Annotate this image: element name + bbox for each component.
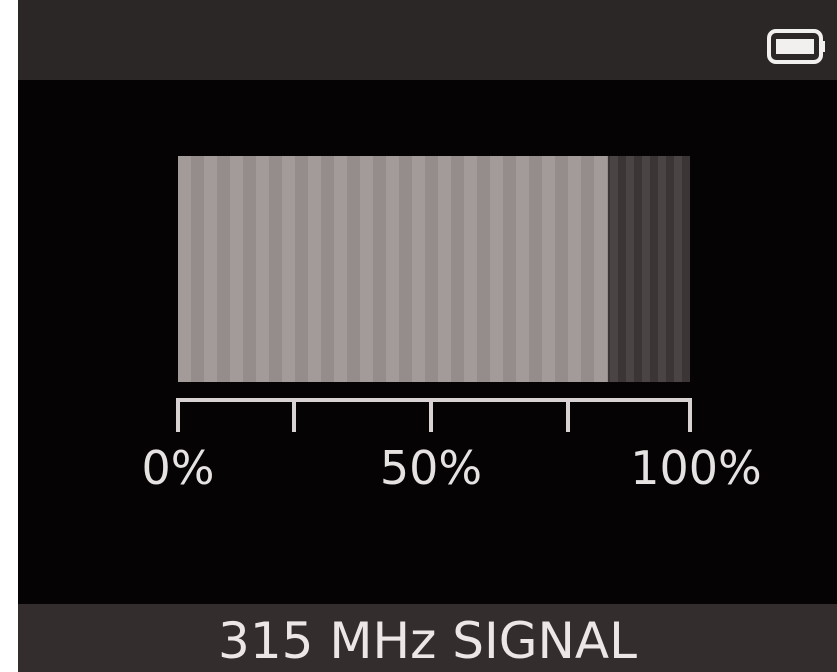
scale-label-mid: 50% <box>379 441 483 495</box>
scale-label-min: 0% <box>141 441 215 495</box>
battery-icon <box>767 29 825 64</box>
status-bar <box>18 0 837 80</box>
device-screen: 0% 50% 100% 315 MHz SIGNAL <box>18 0 837 672</box>
signal-strength-fill <box>178 156 609 382</box>
footer-bar <box>18 604 837 672</box>
frequency-label: 315 MHz SIGNAL <box>218 612 637 670</box>
signal-strength-meter <box>178 156 690 382</box>
scale-label-max: 100% <box>630 441 762 495</box>
